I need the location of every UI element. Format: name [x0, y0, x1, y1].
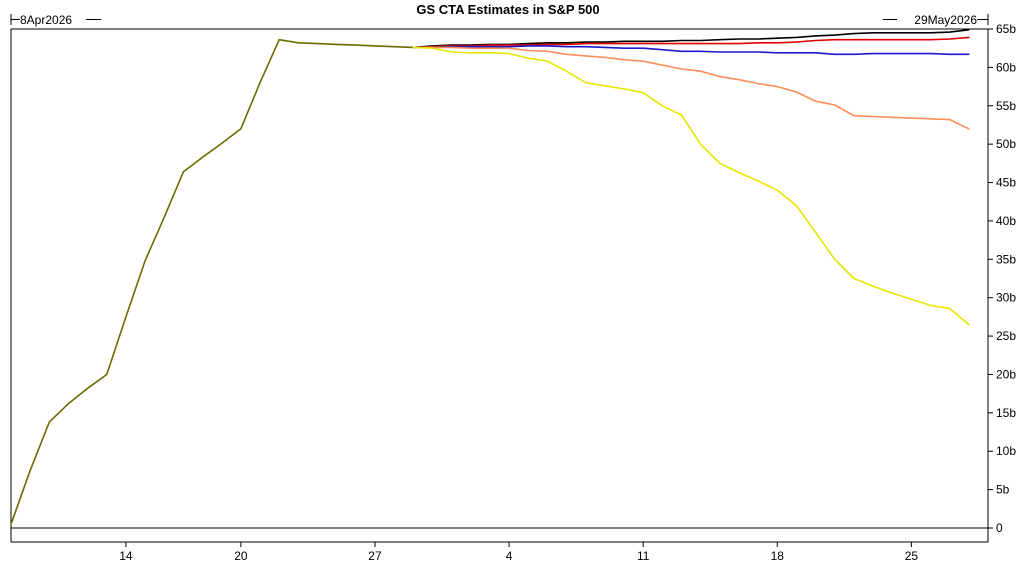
series-line-0	[10, 38, 415, 525]
y-tick-label: 10b	[996, 444, 1016, 458]
y-tick-label: 45b	[996, 176, 1016, 190]
x-tick-label: 14	[119, 549, 133, 563]
x-tick-label: 11	[637, 549, 650, 563]
y-tick-label: 0	[996, 521, 1003, 535]
y-tick-label: 15b	[996, 406, 1016, 420]
end-date-label: 29May2026	[914, 13, 977, 27]
x-tick-label: 18	[771, 549, 785, 563]
x-tick-label: 4	[506, 549, 513, 563]
y-tick-label: 30b	[996, 291, 1016, 305]
date-range-header: 8Apr2026 29May2026	[10, 13, 989, 27]
y-tick-label: 25b	[996, 329, 1016, 343]
plot-frame	[10, 28, 989, 543]
series-line-2	[412, 36, 970, 49]
start-date-label: 8Apr2026	[20, 13, 72, 27]
x-tick-label: 20	[234, 549, 248, 563]
y-tick-label: 35b	[996, 252, 1016, 266]
x-tick-label: 25	[905, 549, 919, 563]
y-axis: 65b 60b 55b 50b 45b 40b 35b 30b 25b 20b 15b 10b 5b 0	[11, 22, 1016, 535]
y-tick-label: 40b	[996, 214, 1016, 228]
y-tick-label: 65b	[996, 22, 1016, 36]
series-line-5	[412, 46, 970, 326]
y-tick-label: 5b	[996, 483, 1010, 497]
y-tick-label: 50b	[996, 137, 1016, 151]
y-tick-label: 20b	[996, 367, 1016, 381]
x-tick-label: 27	[368, 549, 382, 563]
series-line-4	[412, 46, 970, 130]
series-lines	[10, 29, 970, 525]
chart-title: GS CTA Estimates in S&P 500	[416, 2, 599, 17]
y-tick-label: 55b	[996, 99, 1016, 113]
x-axis: 14 20 27 4 11 18 25	[119, 542, 918, 563]
y-tick-label: 60b	[996, 60, 1016, 74]
series-line-3	[412, 45, 970, 56]
